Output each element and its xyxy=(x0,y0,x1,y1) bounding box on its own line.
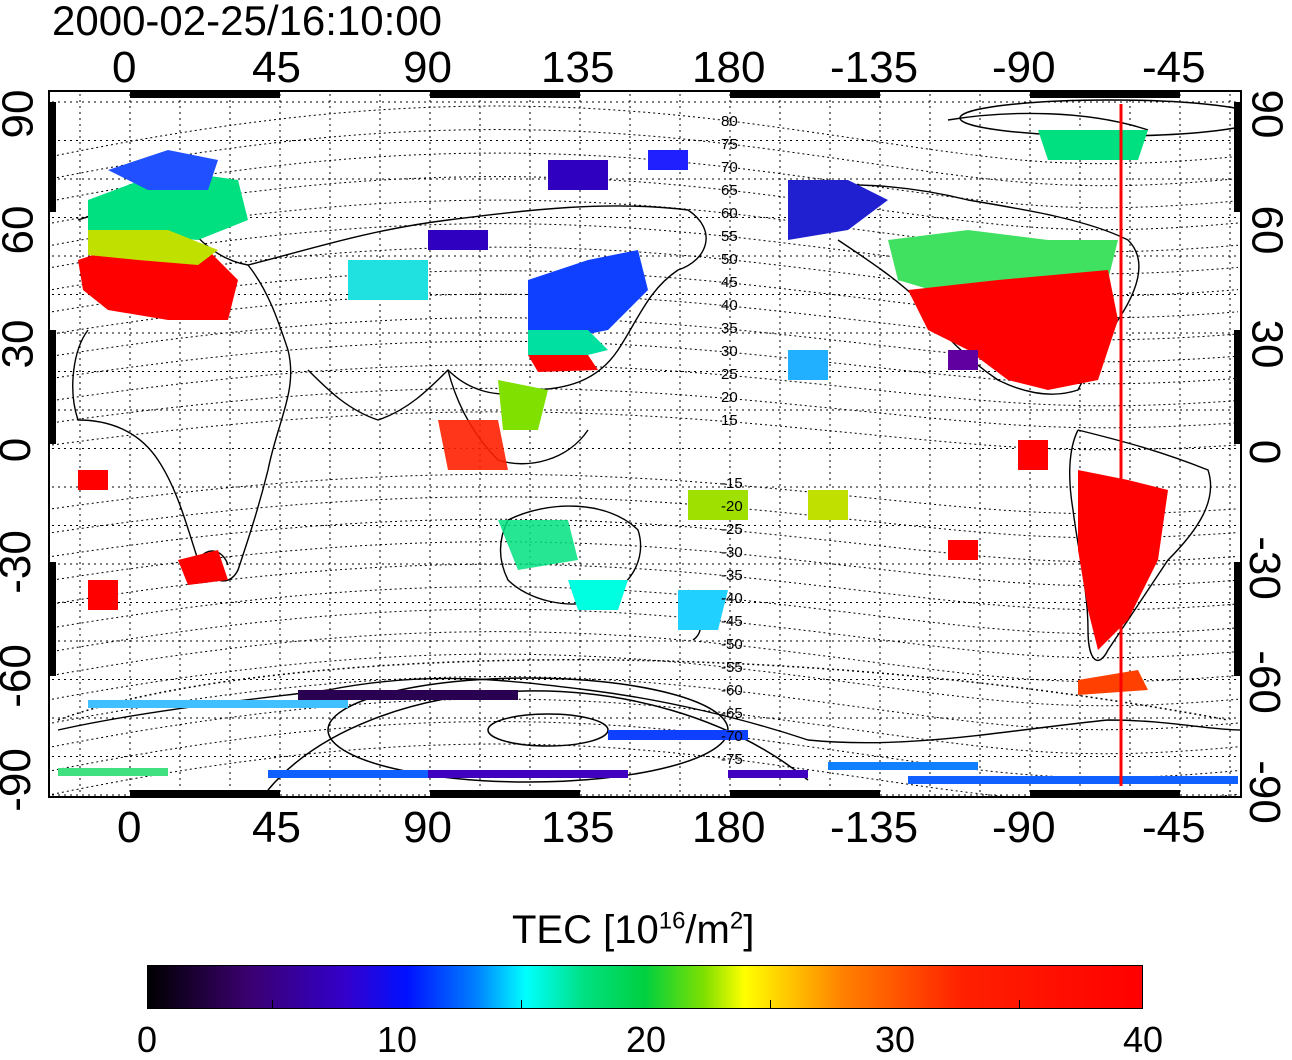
contour-label: 25 xyxy=(721,366,738,383)
bottom-tick-90: 90 xyxy=(403,803,452,852)
bottom-tick-135: 135 xyxy=(541,803,615,852)
tec-world-map: 80 75 70 65 60 55 50 45 40 35 30 25 20 15 -15 -20 -25 -30… xyxy=(48,90,1242,798)
tec-patches xyxy=(58,130,1238,784)
contour-label: -15 xyxy=(721,475,743,492)
contour-label: -75 xyxy=(721,751,743,768)
contour-label: 30 xyxy=(721,343,738,360)
colorbar-minor-tick xyxy=(1019,1000,1020,1008)
colorbar-minor-tick xyxy=(521,1000,522,1008)
contour-label: -35 xyxy=(721,567,743,584)
right-tick-m30: -30 xyxy=(1239,536,1289,600)
left-tick-90: 90 xyxy=(0,89,43,139)
right-tick-m60: -60 xyxy=(1239,650,1289,714)
contour-label: 65 xyxy=(721,182,738,199)
contour-label: -45 xyxy=(721,613,743,630)
colorbar-tick-30: 30 xyxy=(874,1019,916,1060)
bottom-tick-45: 45 xyxy=(252,803,301,852)
colorbar-tick-0: 0 xyxy=(136,1019,158,1060)
right-tick-90: 90 xyxy=(1242,89,1292,139)
left-tick-m30: -30 xyxy=(0,530,40,594)
contour-label: -30 xyxy=(721,544,743,561)
top-tick-180: 180 xyxy=(692,43,766,92)
left-tick-30: 30 xyxy=(0,319,43,369)
contour-label: -25 xyxy=(721,521,743,538)
colorbar-tick-40: 40 xyxy=(1122,1019,1164,1060)
contour-label: 20 xyxy=(721,389,738,406)
bottom-tick-m135: -135 xyxy=(830,803,919,852)
top-tick-90: 90 xyxy=(403,43,452,92)
contour-label: 75 xyxy=(721,136,738,153)
top-tick-m90: -90 xyxy=(992,43,1056,92)
left-tick-m90: -90 xyxy=(0,748,40,812)
tec-colorbar xyxy=(147,965,1143,1009)
contour-label: 50 xyxy=(721,251,738,268)
colorbar-minor-tick xyxy=(770,1000,771,1008)
left-tick-60: 60 xyxy=(0,205,43,255)
contour-label: 35 xyxy=(721,320,738,337)
contour-label: 70 xyxy=(721,159,738,176)
top-tick-m135: -135 xyxy=(830,43,919,92)
top-tick-135: 135 xyxy=(541,43,615,92)
contour-label: -60 xyxy=(721,682,743,699)
contour-label: 15 xyxy=(721,412,738,429)
colorbar-title: TEC [1016/m2] xyxy=(512,907,755,952)
left-tick-0: 0 xyxy=(0,438,40,462)
right-tick-m90: -90 xyxy=(1239,760,1289,824)
colorbar-tick-20: 20 xyxy=(625,1019,667,1060)
top-tick-m45: -45 xyxy=(1142,43,1206,92)
top-tick-0: 0 xyxy=(112,43,137,92)
contour-labels: 80 75 70 65 60 55 50 45 40 35 30 25 20 15 -15 -20 -25 -30… xyxy=(721,113,743,768)
contour-label: 40 xyxy=(721,297,738,314)
top-tick-45: 45 xyxy=(252,43,301,92)
left-tick-m60: -60 xyxy=(0,644,40,708)
timestamp-title: 2000-02-25/16:10:00 xyxy=(52,0,442,44)
right-tick-0: 0 xyxy=(1240,439,1290,465)
grid-lines xyxy=(52,94,1238,796)
contour-label: 45 xyxy=(721,274,738,291)
colorbar-tick-10: 10 xyxy=(376,1019,418,1060)
right-tick-30: 30 xyxy=(1242,319,1292,369)
bottom-tick-m45: -45 xyxy=(1142,803,1206,852)
contour-label: -50 xyxy=(721,636,743,653)
bottom-tick-180: 180 xyxy=(692,803,766,852)
contour-label: -40 xyxy=(721,590,743,607)
right-tick-60: 60 xyxy=(1242,205,1292,255)
colorbar-minor-tick xyxy=(272,1000,273,1008)
contour-label: -65 xyxy=(721,705,743,722)
bottom-tick-m90: -90 xyxy=(992,803,1056,852)
contour-label: 60 xyxy=(721,205,738,222)
bottom-tick-0: 0 xyxy=(117,803,142,852)
contour-label: -20 xyxy=(721,498,743,515)
contour-label: 55 xyxy=(721,228,738,245)
contour-label: 80 xyxy=(721,113,738,130)
contour-label: -55 xyxy=(721,659,743,676)
contour-label: -70 xyxy=(721,728,743,745)
